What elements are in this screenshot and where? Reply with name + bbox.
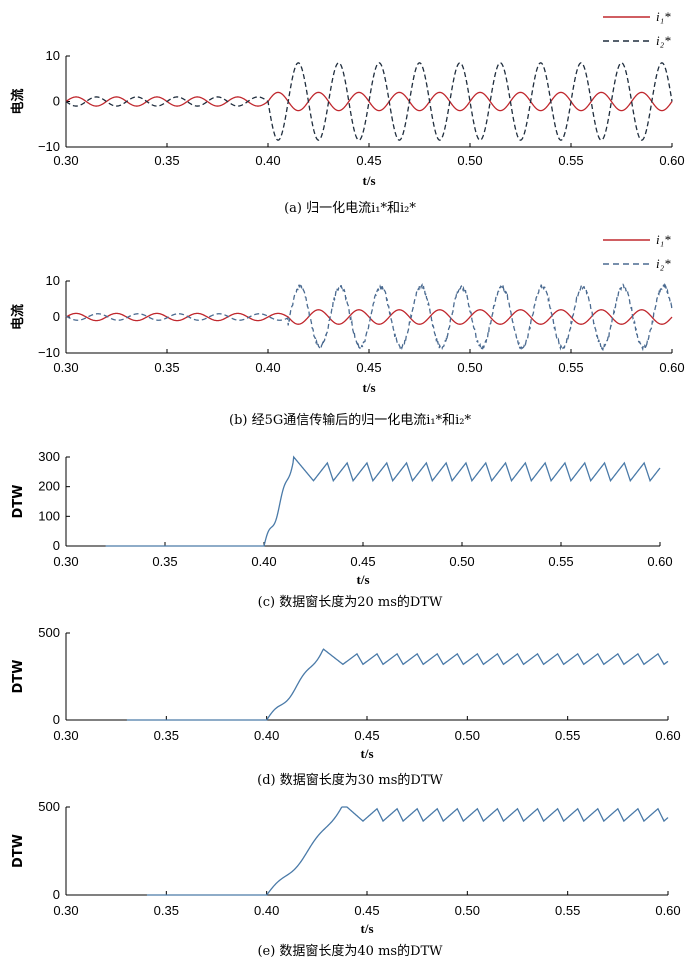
y-axis-label: 电流 bbox=[10, 304, 26, 330]
dtw-series-line bbox=[105, 455, 661, 547]
x-tick-label: 0.45 bbox=[354, 728, 379, 743]
x-tick-label: 0.45 bbox=[356, 360, 381, 375]
chart-b: 0.30 0.35 0.40 0.45 0.50 0.55 0.60 10 0 −10 电流 t/s (… bbox=[10, 232, 685, 428]
x-tick-label: 0.60 bbox=[655, 728, 680, 743]
chart-caption: (e) 数据窗长度为40 ms的DTW bbox=[257, 943, 443, 959]
x-tick-label: 0.30 bbox=[53, 903, 78, 918]
x-tick-label: 0.45 bbox=[354, 903, 379, 918]
chart-caption: (c) 数据窗长度为20 ms的DTW bbox=[258, 594, 443, 610]
y-tick-label: 10 bbox=[46, 48, 60, 63]
x-tick-label: 0.30 bbox=[53, 554, 78, 569]
y-tick-label: 100 bbox=[38, 508, 60, 523]
dtw-series-line bbox=[146, 806, 669, 896]
x-tick-label: 0.50 bbox=[455, 728, 480, 743]
y-tick-label: 300 bbox=[38, 449, 60, 464]
x-tick-label: 0.35 bbox=[154, 360, 179, 375]
x-tick-label: 0.60 bbox=[655, 903, 680, 918]
y-axis-label: DTW bbox=[11, 485, 26, 519]
y-tick-label: 0 bbox=[53, 309, 60, 324]
x-tick-label: 0.40 bbox=[255, 360, 280, 375]
y-tick-label: 0 bbox=[53, 712, 60, 727]
legend-label-2: i₂* bbox=[656, 33, 671, 48]
y-tick-label: −10 bbox=[38, 139, 60, 154]
legend-label-1: i₁* bbox=[656, 232, 671, 247]
x-tick-label: 0.60 bbox=[659, 153, 684, 168]
x-tick-label: 0.55 bbox=[555, 903, 580, 918]
y-tick-label: 0 bbox=[53, 538, 60, 553]
y-tick-label: 500 bbox=[38, 625, 60, 640]
x-axis-label: t/s bbox=[361, 746, 374, 761]
chart-e: 0.30 0.35 0.40 0.45 0.50 0.55 0.60 500 0 DTW t/s (e… bbox=[11, 799, 681, 959]
y-tick-label: 10 bbox=[46, 273, 60, 288]
chart-caption: (a) 归一化电流i₁*和i₂* bbox=[284, 201, 416, 216]
legend-label-1: i₁* bbox=[656, 9, 671, 24]
x-tick-label: 0.35 bbox=[154, 728, 179, 743]
x-tick-label: 0.50 bbox=[455, 903, 480, 918]
chart-caption: (d) 数据窗长度为30 ms的DTW bbox=[257, 772, 443, 788]
x-axis-label: t/s bbox=[361, 921, 374, 936]
y-tick-label: 0 bbox=[53, 94, 60, 109]
x-tick-label: 0.35 bbox=[152, 554, 177, 569]
x-tick-label: 0.50 bbox=[449, 554, 474, 569]
x-tick-label: 0.30 bbox=[53, 153, 78, 168]
series-line-1 bbox=[65, 309, 673, 325]
x-tick-label: 0.45 bbox=[356, 153, 381, 168]
dtw-series-line bbox=[126, 648, 669, 721]
series-line-2 bbox=[65, 282, 673, 352]
series-line-2 bbox=[65, 62, 673, 141]
x-tick-label: 0.60 bbox=[647, 554, 672, 569]
y-tick-label: −10 bbox=[38, 345, 60, 360]
x-tick-label: 0.45 bbox=[350, 554, 375, 569]
y-axis-label: DTW bbox=[11, 834, 26, 868]
x-tick-label: 0.40 bbox=[254, 728, 279, 743]
y-tick-label: 0 bbox=[53, 887, 60, 902]
legend-label-2: i₂* bbox=[656, 256, 671, 271]
chart-d: 0.30 0.35 0.40 0.45 0.50 0.55 0.60 500 0 DTW t/s (d… bbox=[11, 625, 681, 788]
x-tick-label: 0.40 bbox=[255, 153, 280, 168]
series-line-1 bbox=[65, 91, 673, 112]
chart-a: 0.30 0.35 0.40 0.45 0.50 0.55 0.60 10 0 −10 电流 t/s (… bbox=[10, 9, 685, 216]
x-tick-label: 0.40 bbox=[251, 554, 276, 569]
y-tick-label: 200 bbox=[38, 479, 60, 494]
x-tick-label: 0.55 bbox=[558, 360, 583, 375]
x-tick-label: 0.50 bbox=[457, 153, 482, 168]
x-tick-label: 0.35 bbox=[154, 153, 179, 168]
y-axis-label: DTW bbox=[11, 660, 26, 694]
x-tick-label: 0.50 bbox=[457, 360, 482, 375]
x-axis-label: t/s bbox=[357, 572, 370, 587]
x-tick-label: 0.35 bbox=[154, 903, 179, 918]
y-axis-label: 电流 bbox=[10, 88, 26, 114]
x-tick-label: 0.30 bbox=[53, 360, 78, 375]
x-tick-label: 0.30 bbox=[53, 728, 78, 743]
x-tick-label: 0.40 bbox=[254, 903, 279, 918]
x-tick-label: 0.60 bbox=[659, 360, 684, 375]
x-axis-label: t/s bbox=[363, 173, 376, 188]
y-tick-label: 500 bbox=[38, 799, 60, 814]
x-tick-label: 0.55 bbox=[555, 728, 580, 743]
chart-c: 0.30 0.35 0.40 0.45 0.50 0.55 0.60 300 200 100 0 DT… bbox=[11, 449, 673, 610]
x-tick-label: 0.55 bbox=[558, 153, 583, 168]
chart-caption: (b) 经5G通信传输后的归一化电流i₁*和i₂* bbox=[229, 412, 471, 428]
x-axis-label: t/s bbox=[363, 380, 376, 395]
x-tick-label: 0.55 bbox=[548, 554, 573, 569]
